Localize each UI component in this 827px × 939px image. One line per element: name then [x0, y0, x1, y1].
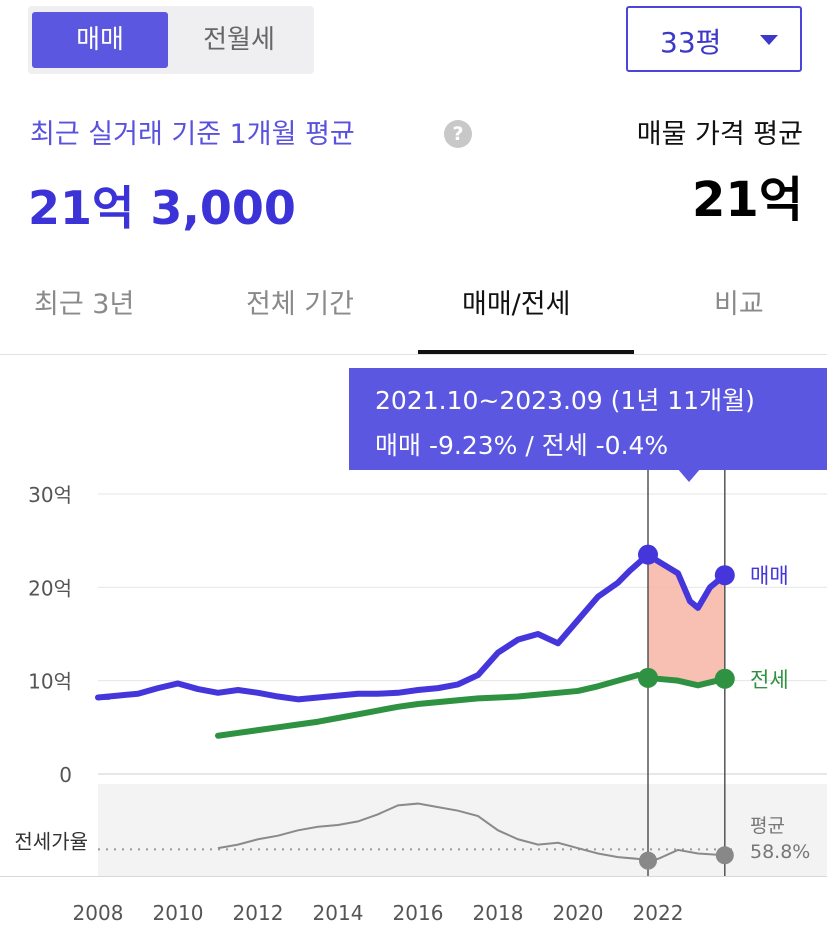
- listing-average-value: 21억: [692, 172, 803, 228]
- size-dropdown[interactable]: 33평: [626, 6, 802, 72]
- ratio-axis-label: 전세가율: [14, 829, 88, 853]
- tab-all-period[interactable]: 전체 기간: [246, 289, 354, 320]
- sale-series-label: 매매: [750, 564, 789, 588]
- caret-down-icon: [760, 35, 778, 45]
- tab-recent-3-years[interactable]: 최근 3년: [34, 289, 135, 320]
- tab-sale-lease[interactable]: 매매/전세: [462, 289, 571, 320]
- x-tick-label: 2012: [233, 901, 284, 925]
- range-tooltip: 2021.10~2023.09 (1년 11개월) 매매 -9.23% / 전세…: [349, 368, 827, 482]
- y-tick-label: 10억: [28, 670, 72, 694]
- x-tick-label: 2010: [153, 901, 204, 925]
- ratio-average-label: 평균: [750, 815, 785, 837]
- period-tabs: 최근 3년 전체 기간 매매/전세 비교: [0, 270, 827, 355]
- tooltip-change: 매매 -9.23% / 전세 -0.4%: [375, 431, 669, 460]
- trade-type-toggle: 매매 전월세: [28, 6, 314, 74]
- size-dropdown-value: 33평: [660, 26, 722, 59]
- x-tick-label: 2020: [553, 901, 604, 925]
- tooltip-pointer: [677, 468, 701, 482]
- ratio-panel-background: [98, 784, 827, 876]
- ratio-average-value: 58.8%: [750, 841, 810, 863]
- y-tick-label: 0: [59, 763, 72, 787]
- x-tick-label: 2014: [313, 901, 364, 925]
- sale-end-point: [714, 565, 735, 586]
- lease-end-point: [714, 668, 735, 689]
- sale-start-point: [638, 544, 658, 565]
- ratio-start-point: [639, 851, 657, 870]
- lease-start-point: [638, 667, 658, 688]
- active-tab-indicator: [418, 350, 634, 354]
- x-tick-label: 2008: [73, 901, 124, 925]
- listing-average-label: 매물 가격 평균: [636, 119, 803, 150]
- recent-average-label: 최근 실거래 기준 1개월 평균: [30, 119, 355, 150]
- tab-compare[interactable]: 비교: [714, 289, 764, 320]
- y-tick-label: 20억: [28, 576, 72, 600]
- tooltip-period: 2021.10~2023.09 (1년 11개월): [375, 386, 755, 415]
- y-tick-label: 30억: [28, 483, 72, 507]
- ratio-end-point: [715, 846, 734, 865]
- x-tick-label: 2022: [633, 901, 684, 925]
- recent-average-value: 21억 3,000: [28, 181, 296, 235]
- lease-series-label: 전세: [750, 668, 789, 692]
- x-tick-label: 2018: [473, 901, 524, 925]
- price-chart[interactable]: 30억 20억 10억 0 2008 2010 2012 2014 2016 2018 2020 20…: [0, 470, 827, 939]
- highlight-area: [648, 554, 725, 686]
- lease-toggle-button[interactable]: 전월세: [203, 25, 275, 55]
- x-tick-label: 2016: [393, 901, 444, 925]
- sale-toggle-button[interactable]: 매매: [32, 12, 168, 68]
- help-icon[interactable]: ?: [444, 120, 472, 148]
